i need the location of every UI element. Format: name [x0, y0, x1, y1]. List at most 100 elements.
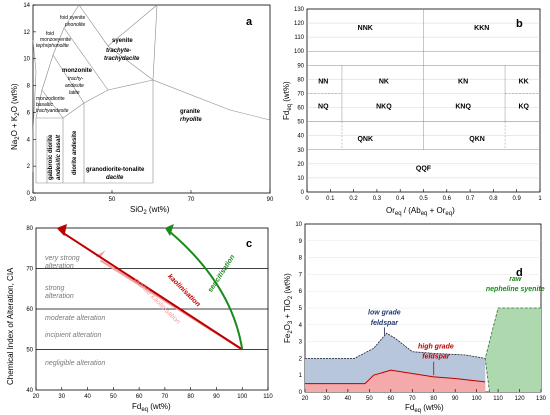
panel-a-y-tick-label: 4 — [27, 137, 31, 143]
panel-a-y-label: Na2O + K2O (wt%) — [10, 83, 21, 150]
field-trachyandesite: trachyandesite — [36, 108, 69, 114]
panel-a-x-tick-label: 70 — [188, 197, 195, 203]
panel-a-y-tick-label: 6 — [27, 110, 31, 116]
field-foid: foid — [46, 31, 54, 37]
panel-b-field-nn: NN — [318, 78, 328, 85]
panel-b-field-kk: KK — [519, 78, 529, 85]
panel-d-x-tick-label: 60 — [387, 396, 394, 402]
panel-b-y-tick-label: 50 — [297, 120, 304, 126]
panel-c-x-ticks: 20 30 40 50 60 70 80 90 100 110 — [33, 387, 273, 400]
low-grade-label-2: feldspar — [371, 320, 400, 327]
zone-incipient: incipient alteration — [45, 332, 102, 339]
panel-a-y-tick-label: 8 — [27, 84, 31, 90]
field-phonolite: phonolite — [64, 22, 86, 28]
panel-d-x-tick-label: 80 — [430, 396, 437, 402]
panel-b-x-tick-label: 0.2 — [349, 196, 358, 202]
field-tephriphonolite: tephriphonolite — [36, 43, 69, 49]
panel-d-x-tick-label: 110 — [493, 396, 503, 402]
panel-b-field-nk: NK — [379, 78, 389, 85]
panel-d-x-tick-label: 100 — [472, 396, 483, 402]
field-monzodiorite: monzodiorite — [36, 96, 65, 102]
field-monzonite: monzonite — [62, 68, 93, 74]
panel-c-y-tick-label: 50 — [26, 348, 33, 354]
field-monzosyenite: monzoeyenite — [40, 37, 71, 43]
panel-a-y-tick-label: 12 — [23, 30, 30, 36]
panel-c-y-label: Chemical Index of Alteration, CIA — [6, 267, 15, 385]
panel-d: low grade feldspar high grade feldspar raw ne… — [283, 222, 547, 414]
panel-b-x-tick-label: 0 — [305, 196, 309, 202]
kaolinisation-arrowhead — [56, 223, 67, 237]
field-dacite: dacite — [106, 175, 124, 181]
panel-d-y-tick-label: 6 — [299, 289, 303, 295]
panel-d-x-tick-label: 70 — [409, 396, 416, 402]
field-granite: granite — [180, 109, 201, 115]
panel-b-y-tick-label: 40 — [297, 134, 304, 140]
panel-d-y-tick-label: 5 — [299, 306, 303, 312]
panel-b-y-tick-label: 130 — [294, 7, 305, 13]
field-trachy: trachy- — [68, 76, 84, 82]
panel-b-field-nq: NQ — [318, 104, 329, 111]
panel-a-x-tick-label: 90 — [267, 197, 274, 203]
panel-c-y-tick-label: 40 — [26, 388, 33, 394]
panel-b-y-tick-label: 110 — [294, 35, 304, 41]
low-grade-boundary — [305, 332, 486, 359]
panel-b-y-tick-label: 80 — [297, 77, 304, 83]
panel-a-frame — [32, 4, 271, 194]
panel-a-x-tick-label: 50 — [109, 197, 116, 203]
panel-b-field-nkq: NKQ — [376, 104, 392, 111]
panel-b-x-tick-label: 0.6 — [443, 196, 452, 202]
panel-a-y-tick-label: 10 — [23, 57, 30, 63]
panel-d-x-tick-label: 50 — [366, 396, 373, 402]
panel-c-x-tick-label: 110 — [263, 394, 273, 400]
raw-nepheline-syenite-area — [485, 308, 541, 392]
panel-c-x-tick-label: 20 — [33, 394, 40, 400]
panel-b-field-knq: KNQ — [455, 104, 471, 111]
panel-b-y-label: Fdeq (wt%) — [282, 81, 293, 120]
raw-label: raw — [509, 276, 522, 283]
sericitisation-curve — [169, 231, 244, 350]
panel-b-x-tick-label: 1 — [538, 196, 542, 202]
panel-d-y-label: Fe2O3 + TiO2 (wt%) — [283, 273, 294, 343]
field-rhyolite: rhyolite — [180, 117, 202, 123]
sericitisation-arrowhead — [164, 223, 174, 237]
panel-a-y-tick-label: 2 — [27, 164, 31, 170]
field-trachyte: trachyte- — [106, 48, 131, 54]
panel-b-field-kkn: KKN — [474, 25, 489, 32]
high-grade-boundary — [305, 369, 486, 385]
panel-c-y-ticks: 40 50 60 70 80 — [26, 226, 33, 394]
panel-b-y-tick-label: 100 — [294, 49, 305, 55]
field-andesitic-basalt: andesitic basalt — [56, 134, 62, 180]
high-grade-area — [305, 370, 486, 392]
panel-b-x-tick-label: 0.8 — [489, 196, 498, 202]
panel-b-letter: b — [516, 18, 523, 30]
panel-b-y-tick-label: 20 — [297, 162, 304, 168]
panel-d-y-tick-label: 0 — [299, 390, 303, 396]
field-trachydacite: trachydacite — [104, 56, 140, 62]
panel-a-y-ticks: 0 2 4 6 8 10 12 14 — [23, 3, 36, 197]
panel-d-x-tick-label: 20 — [302, 396, 309, 402]
panel-d-x-tick-label: 120 — [515, 396, 526, 402]
zone-strong: strong — [45, 285, 65, 292]
panel-c-x-tick-label: 80 — [187, 394, 194, 400]
field-andesite: andesite — [65, 83, 84, 89]
panel-a-field-boundaries — [32, 4, 271, 184]
panel-d-x-tick-label: 90 — [452, 396, 459, 402]
panel-d-letter: d — [516, 267, 523, 279]
panel-c-x-tick-label: 90 — [213, 394, 220, 400]
panel-c-x-tick-label: 50 — [110, 394, 117, 400]
panel-a-x-label: SiO2 (wt%) — [130, 205, 170, 216]
panel-c-x-tick-label: 40 — [84, 394, 91, 400]
panel-d-x-ticks: 20 30 40 50 60 70 80 90 100 110 120 130 — [302, 389, 547, 402]
zone-moderate: moderate alteration — [45, 315, 105, 322]
raw-boundary — [484, 307, 541, 393]
panel-b-field-nnk: NNK — [358, 25, 373, 32]
panel-c-y-tick-label: 70 — [26, 267, 33, 273]
panel-b-fields: NNK KKN NN NK KN KK NQ NKQ KNQ KQ QNK QKN QQF — [318, 25, 529, 173]
panel-a-x-tick-label: 30 — [30, 197, 37, 203]
panel-b-x-ticks: 0 0.1 0.2 0.3 0.4 0.5 0.6 0.7 0.8 0.9 1 — [305, 189, 542, 202]
panel-c-x-tick-label: 60 — [136, 394, 143, 400]
field-gabbroic-diorite: gabbroic diorite — [48, 134, 54, 180]
panel-d-y-tick-label: 8 — [299, 256, 303, 262]
field-granodiorite-tonalite: granodiorite-tonalite — [86, 167, 145, 173]
